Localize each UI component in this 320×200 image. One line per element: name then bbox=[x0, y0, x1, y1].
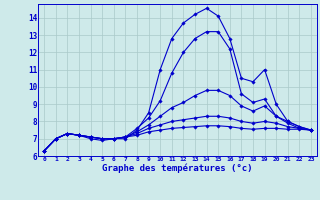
X-axis label: Graphe des températures (°c): Graphe des températures (°c) bbox=[102, 164, 253, 173]
